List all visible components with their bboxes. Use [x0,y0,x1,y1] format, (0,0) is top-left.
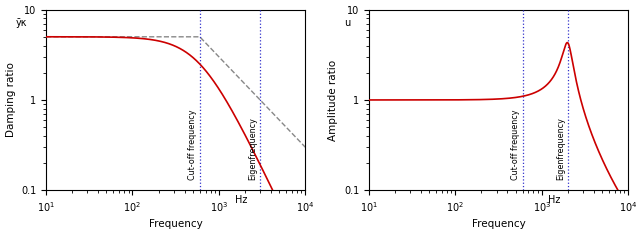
X-axis label: Frequency: Frequency [472,219,525,229]
Y-axis label: Amplitude ratio: Amplitude ratio [329,59,338,141]
Text: ȳκ: ȳκ [15,18,27,28]
X-axis label: Frequency: Frequency [149,219,203,229]
Text: Cut-off frequency: Cut-off frequency [188,110,197,180]
Text: Hz: Hz [548,195,561,205]
Text: Hz: Hz [235,195,247,205]
Y-axis label: Damping ratio: Damping ratio [6,63,15,137]
Text: Eigenfrequency: Eigenfrequency [248,117,257,180]
Text: Eigenfrequency: Eigenfrequency [556,117,565,180]
Text: u: u [344,18,350,28]
Text: Cut-off frequency: Cut-off frequency [511,110,520,180]
